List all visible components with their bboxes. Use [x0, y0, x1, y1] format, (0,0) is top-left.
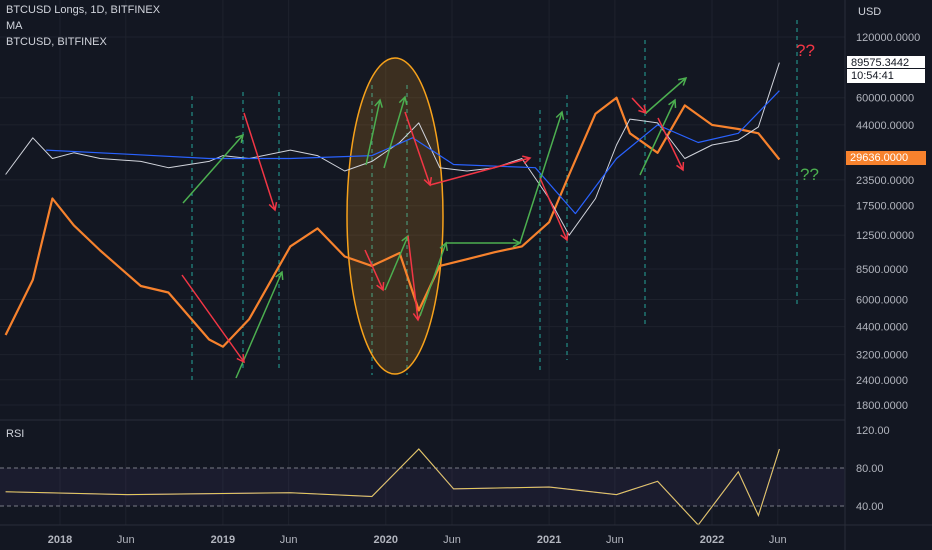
- up-arrow-head: [678, 76, 688, 86]
- price-axis-currency: USD: [858, 6, 881, 18]
- up-arrow: [383, 96, 406, 169]
- highlight-ellipse: [346, 57, 444, 375]
- price-tick-label: 4400.0000: [856, 322, 908, 334]
- up-arrow-head: [398, 95, 408, 105]
- down-arrow-head: [522, 155, 532, 165]
- longs-last-price: 29636.0000: [846, 151, 926, 165]
- price-tick-label: 1800.0000: [856, 400, 908, 412]
- down-arrow: [539, 177, 568, 241]
- time-tick-label: 2021: [537, 534, 561, 546]
- rsi-tick-label: 40.00: [856, 501, 884, 513]
- price-tick-label: 6000.0000: [856, 295, 908, 307]
- down-arrow: [407, 235, 419, 321]
- down-arrow: [631, 97, 647, 114]
- legend-btcusd[interactable]: BTCUSD, BITFINEX: [6, 36, 107, 48]
- time-tick-label: 2018: [48, 534, 72, 546]
- rsi-label: RSI: [6, 428, 24, 440]
- price-tick-label: 44000.0000: [856, 120, 914, 132]
- btcusd-line: [5, 62, 780, 236]
- time-tick-label: 2019: [211, 534, 235, 546]
- price-tick-label: 60000.0000: [856, 93, 914, 105]
- up-arrow-head: [275, 270, 284, 281]
- up-arrow-head: [374, 98, 383, 108]
- time-tick-label: Jun: [606, 534, 624, 546]
- up-arrow-head: [668, 98, 677, 109]
- time-tick-label: 2020: [374, 534, 398, 546]
- down-arrow: [243, 112, 276, 211]
- down-arrow-head: [236, 353, 245, 364]
- longs-line: [4, 96, 781, 348]
- down-arrow: [657, 117, 684, 171]
- bar-countdown: 10:54:41: [846, 68, 926, 84]
- legend-title[interactable]: BTCUSD Longs, 1D, BITFINEX: [6, 4, 161, 16]
- rsi-tick-label: 120.00: [856, 425, 890, 437]
- price-axis[interactable]: 120000.0000 60000.0000 44000.0000 23500.000…: [856, 32, 920, 412]
- up-arrow: [639, 99, 676, 176]
- up-arrow: [519, 111, 563, 244]
- price-tick-label: 3200.0000: [856, 350, 908, 362]
- down-arrow: [429, 157, 531, 186]
- time-tick-label: Jun: [117, 534, 135, 546]
- time-tick-label: 2022: [700, 534, 724, 546]
- down-arrow-head: [676, 161, 685, 172]
- price-tick-label: 17500.0000: [856, 201, 914, 213]
- time-tick-label: Jun: [769, 534, 787, 546]
- price-tick-label: 12500.0000: [856, 230, 914, 242]
- up-arrow: [384, 235, 409, 291]
- upper-question-marks: ??: [796, 41, 815, 60]
- price-tick-label: 8500.0000: [856, 264, 908, 276]
- down-arrow-head: [376, 281, 385, 292]
- price-tick-label: 120000.0000: [856, 32, 920, 44]
- up-arrow-head: [555, 110, 565, 120]
- up-arrow: [182, 134, 244, 204]
- time-tick-label: Jun: [443, 534, 461, 546]
- legend-ma[interactable]: MA: [6, 20, 23, 32]
- up-arrow: [365, 99, 381, 166]
- price-tick-label: 2400.0000: [856, 375, 908, 387]
- up-arrow-head: [235, 133, 245, 143]
- down-arrow-head: [560, 231, 569, 242]
- rsi-axis: 120.00 80.00 40.00: [856, 425, 890, 513]
- rsi-band: [0, 468, 845, 506]
- down-arrow: [364, 249, 384, 291]
- down-arrow: [404, 111, 431, 186]
- up-arrow: [645, 77, 687, 114]
- rsi-tick-label: 80.00: [856, 463, 884, 475]
- btcusd-last-price: 89575.3442: [846, 55, 926, 71]
- price-tick-label: 23500.0000: [856, 175, 914, 187]
- time-tick-label: Jun: [280, 534, 298, 546]
- rsi-layer: [5, 448, 780, 526]
- time-axis[interactable]: 2018 Jun 2019 Jun 2020 Jun 2021 Jun 2022 Jun: [48, 534, 787, 546]
- rsi-ma-line: [5, 448, 780, 526]
- cycle-lines: [191, 20, 798, 380]
- down-arrow-head: [268, 202, 278, 212]
- arrows-layer: [181, 76, 688, 379]
- up-arrow: [419, 242, 447, 317]
- down-arrow: [181, 274, 245, 363]
- lower-question-marks: ??: [800, 165, 819, 184]
